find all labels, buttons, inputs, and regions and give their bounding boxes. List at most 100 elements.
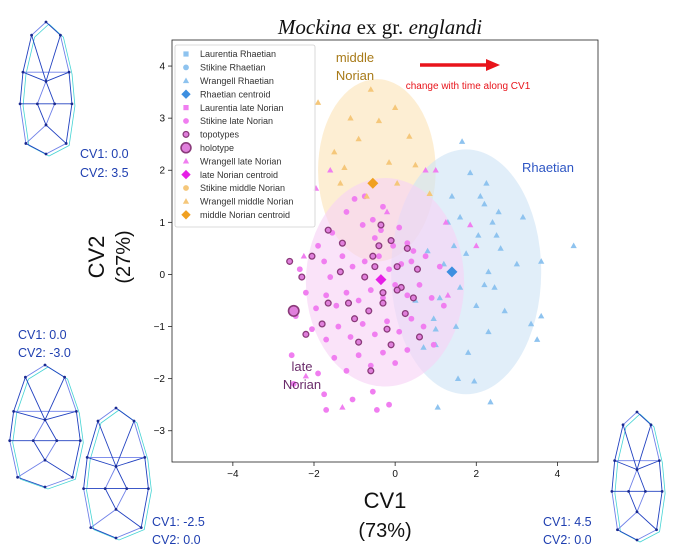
legend-marker-4 xyxy=(183,105,189,111)
point-late-norian-40 xyxy=(396,328,403,335)
shape-wireframe-bottom-left xyxy=(82,406,152,541)
point-late-norian-wrangell-11 xyxy=(339,403,346,410)
point-rhaetian-15 xyxy=(454,375,462,381)
shape-br-edge-9 xyxy=(636,529,657,541)
shape-br-node-5 xyxy=(610,489,614,493)
y-axis-label: CV2 xyxy=(84,236,109,279)
shape-ml-edge-2 xyxy=(13,377,26,412)
point-topotypes-13 xyxy=(409,294,417,302)
legend-label-8: Wrangell late Norian xyxy=(200,156,281,166)
shape-ml-edge-5 xyxy=(75,411,81,441)
point-rhaetian-39 xyxy=(424,247,431,254)
shape-ml-node-12 xyxy=(71,475,74,479)
shape-br-node-11 xyxy=(616,528,619,532)
shape-ml-node-7 xyxy=(43,418,47,422)
point-late-norian-20 xyxy=(302,289,309,296)
title-genus: Mockina xyxy=(277,15,351,39)
y-tick-label-4: 1 xyxy=(159,218,165,229)
point-late-norian-49 xyxy=(404,347,411,353)
x-tick-label-4: 4 xyxy=(555,469,561,480)
shape-ml-edge-15 xyxy=(44,440,58,461)
point-late-norian-34 xyxy=(323,336,330,343)
shape-ml-edge-11 xyxy=(44,410,77,421)
point-topotypes-25 xyxy=(338,239,346,247)
shape-bl-edge-13 xyxy=(115,466,128,489)
shape-tl-edge-10 xyxy=(22,71,47,82)
shape-label-bottom-right-cv1: CV1: 4.5 xyxy=(543,515,592,529)
y-tick-label-2: −1 xyxy=(154,322,166,333)
point-late-norian-25 xyxy=(355,297,362,304)
shape-br-node-2 xyxy=(649,423,653,427)
shape-ml-edge-6 xyxy=(9,440,19,478)
shape-bl-node-7 xyxy=(114,465,118,468)
point-rhaetian-29 xyxy=(436,294,443,301)
point-rhaetian-12 xyxy=(527,320,535,327)
shape-bl-edge-22 xyxy=(97,420,117,467)
point-late-norian-55 xyxy=(386,401,392,408)
point-topotypes-15 xyxy=(365,307,373,315)
point-late-norian-24 xyxy=(343,289,350,296)
point-late-norian-60 xyxy=(351,196,358,202)
chart-title: Mockina ex gr. englandi xyxy=(277,15,482,39)
point-late-norian-35 xyxy=(335,323,342,330)
shape-tl-node-1 xyxy=(30,33,33,37)
point-rhaetian-8 xyxy=(491,284,498,290)
x-axis-percent: (73%) xyxy=(358,520,411,542)
point-late-norian-61 xyxy=(380,203,386,210)
shape-label-bottom-right-cv2: CV2: 0.0 xyxy=(543,533,592,547)
point-late-norian-8 xyxy=(315,242,321,249)
shape-br-edge-3 xyxy=(650,424,660,461)
point-topotypes-8 xyxy=(379,299,387,307)
x-tick-label-1: −2 xyxy=(308,469,320,480)
point-late-norian-18 xyxy=(422,253,429,260)
legend: Laurentia Rhaetian Stikine Rhaetian Wrange… xyxy=(174,44,316,228)
centroid-rhaetian xyxy=(446,266,458,278)
shape-br-edge-0 xyxy=(622,411,638,426)
shape-wireframe-bottom-right xyxy=(610,410,666,543)
shape-tl-edge-14 xyxy=(36,103,47,126)
legend-marker-5 xyxy=(183,118,189,124)
point-late-norian-33 xyxy=(309,326,315,333)
shape-tl-node-13 xyxy=(44,152,48,156)
point-middle-norian-14 xyxy=(337,179,344,186)
point-late-norian-27 xyxy=(380,294,386,301)
y-tick-label-6: 3 xyxy=(159,114,165,125)
shape-br-node-13 xyxy=(635,538,639,542)
axis-ticks: −4 −2 0 2 4 −3 −2 −1 0 1 2 3 4 xyxy=(154,62,561,480)
shape-tl-edge-3 xyxy=(59,35,70,73)
point-late-norian-21 xyxy=(313,305,319,312)
point-middle-norian-1 xyxy=(347,114,354,121)
shape-bl-node-9 xyxy=(125,487,129,490)
shape-tl-node-11 xyxy=(24,142,28,145)
shape-br-edge-10 xyxy=(614,460,638,471)
shape-bl-edge-23 xyxy=(115,420,135,467)
shape-wireframe-top-left xyxy=(18,20,76,157)
annotation-late-norian-1: late xyxy=(292,359,313,374)
shape-ml-node-9 xyxy=(55,439,59,443)
shape-tl-edge-19 xyxy=(45,124,67,144)
point-rhaetian-19 xyxy=(519,213,527,220)
shape-ml-edge-23 xyxy=(44,377,66,421)
legend-label-3: Rhaetian centroid xyxy=(200,89,271,99)
shape-tl-node-8 xyxy=(35,102,39,106)
ellipse-late-norian xyxy=(305,178,465,387)
shape-ml-edge-0 xyxy=(25,364,46,378)
shape-bl-edge-8 xyxy=(90,527,117,539)
legend-label-4: Laurentia late Norian xyxy=(200,103,284,113)
point-late-norian-51 xyxy=(321,391,328,398)
point-middle-norian-6 xyxy=(331,148,338,155)
shape-tl-edge-23 xyxy=(45,35,61,82)
point-topotypes-14 xyxy=(401,309,409,318)
point-late-norian-29 xyxy=(404,292,411,299)
point-late-norian-66 xyxy=(290,380,297,387)
point-topotypes-9 xyxy=(387,237,395,245)
shape-bl-node-12 xyxy=(139,526,143,529)
title-mid: ex gr. xyxy=(351,15,408,39)
point-topotypes-21 xyxy=(413,265,422,273)
shape-wireframe-mid-left xyxy=(8,363,84,490)
legend-box xyxy=(174,44,316,228)
point-rhaetian-26 xyxy=(497,245,504,251)
point-late-norian-1 xyxy=(359,222,366,228)
shape-bl-node-11 xyxy=(89,526,93,529)
